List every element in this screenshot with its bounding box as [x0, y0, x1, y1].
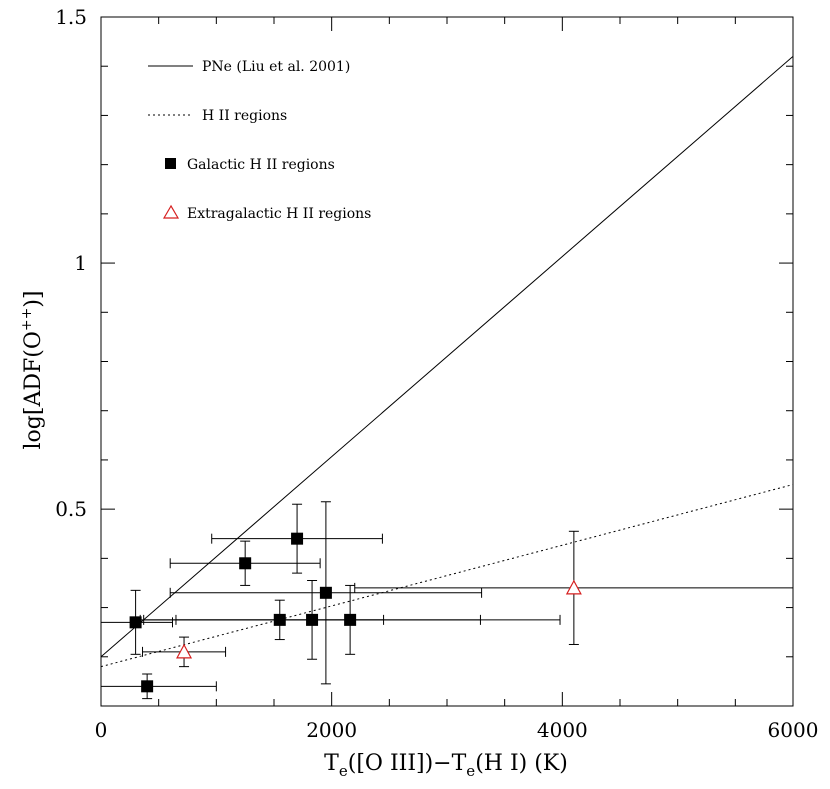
x-axis-label: Te([O III])−Te(H I) (K): [324, 751, 568, 780]
extragalactic-triangle-point: [176, 643, 193, 659]
legend-label-extragalactic: Extragalactic H II regions: [187, 206, 371, 222]
y-tick-label: 1: [74, 251, 87, 275]
hii-fit-line: [101, 484, 793, 668]
extragalactic-triangle-point: [565, 579, 582, 595]
plot-area: [100, 55, 794, 700]
legend-label-pne: PNe (Liu et al. 2001): [202, 59, 350, 75]
y-tick-label: 0.5: [55, 497, 87, 521]
x-tick-label: 4000: [537, 718, 588, 742]
legend-label-galactic: Galactic H II regions: [187, 157, 335, 173]
legend-marker-galactic-square: [165, 158, 176, 169]
pne-fit-line: [101, 55, 793, 658]
y-axis-label: log[ADF(O++)]: [19, 291, 46, 450]
x-tick-label: 2000: [306, 718, 357, 742]
x-tick-label: 6000: [768, 718, 819, 742]
x-tick-label: 0: [95, 718, 108, 742]
axis-ticks: 0 2000 4000 6000 0.5 1 1.5: [55, 5, 818, 742]
legend-label-hii: H II regions: [202, 108, 287, 124]
galactic-square-point: [319, 586, 332, 599]
galactic-square-point: [141, 680, 154, 693]
galactic-square-point: [344, 613, 357, 626]
legend: PNe (Liu et al. 2001) H II regions Galac…: [148, 59, 371, 222]
legend-marker-extragalactic-triangle: [162, 204, 180, 219]
galactic-square-point: [239, 557, 252, 570]
galactic-square-point: [129, 616, 142, 629]
galactic-square-point: [291, 532, 304, 545]
y-tick-label: 1.5: [55, 5, 87, 29]
